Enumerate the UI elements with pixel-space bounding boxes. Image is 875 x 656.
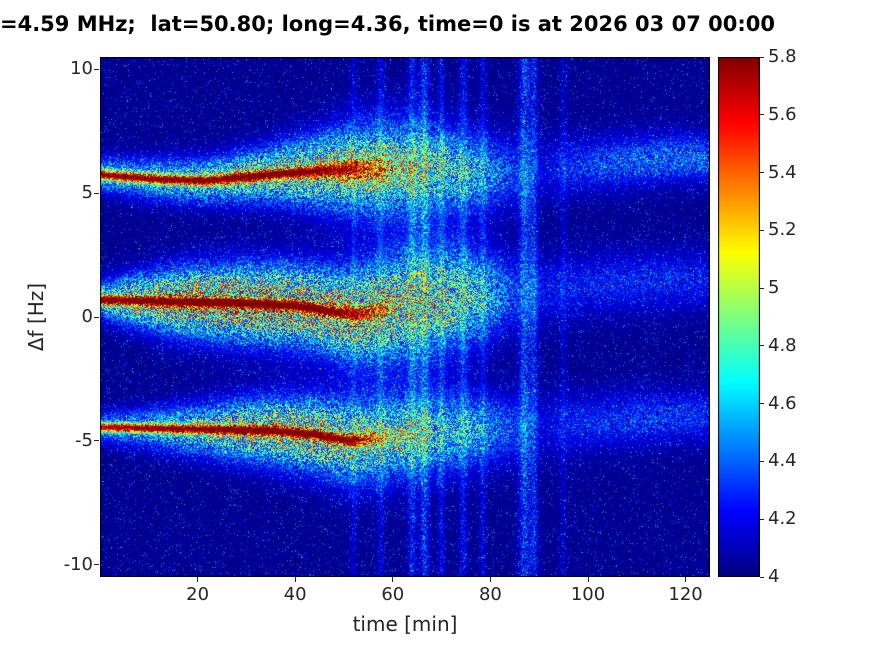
x-tick-mark — [489, 577, 491, 582]
colorbar-tick-mark — [760, 460, 764, 462]
heatmap-canvas — [100, 57, 710, 577]
x-tick-mark — [197, 577, 199, 582]
colorbar-tick-mark — [760, 114, 764, 116]
x-tick-label: 80 — [478, 584, 502, 605]
colorbar-tick-label: 4.8 — [768, 334, 797, 356]
colorbar-tick-label: 5.4 — [768, 161, 797, 183]
x-tick-label: 20 — [186, 584, 210, 605]
colorbar-tick-mark — [760, 518, 764, 520]
colorbar-tick-label: 4 — [768, 566, 780, 587]
colorbar-tick-label: 4.4 — [768, 450, 797, 472]
x-tick-mark — [587, 577, 589, 582]
y-tick-label: 0 — [81, 306, 93, 327]
colorbar-tick-mark — [760, 229, 764, 231]
colorbar-tick-mark — [760, 403, 764, 405]
colorbar-tick-mark — [760, 287, 764, 289]
x-tick-label: 60 — [381, 584, 405, 605]
colorbar-canvas — [718, 57, 760, 577]
y-tick-label: 10 — [70, 58, 93, 80]
y-tick-mark — [94, 564, 99, 566]
y-tick-label: -10 — [63, 553, 93, 575]
y-tick-mark — [94, 440, 99, 442]
x-axis-label: time [min] — [352, 612, 458, 636]
colorbar-tick-label: 5.8 — [768, 46, 797, 67]
colorbar-tick-mark — [760, 56, 764, 58]
y-tick-mark — [94, 68, 99, 70]
colorbar-tick-mark — [760, 172, 764, 174]
colorbar-tick-label: 4.6 — [768, 392, 797, 414]
colorbar-tick-label: 5 — [768, 277, 780, 299]
y-tick-label: 5 — [81, 182, 93, 204]
x-tick-mark — [392, 577, 394, 582]
colorbar-tick-label: 5.6 — [768, 103, 797, 125]
y-tick-mark — [94, 316, 99, 318]
x-tick-label: 100 — [570, 584, 606, 605]
y-tick-mark — [94, 192, 99, 194]
y-tick-label: -5 — [75, 429, 93, 451]
colorbar-tick-mark — [760, 576, 764, 578]
plot-title: =4.59 MHz; lat=50.80; long=4.36, time=0 … — [0, 12, 775, 36]
colorbar-tick-mark — [760, 345, 764, 347]
x-tick-mark — [685, 577, 687, 582]
colorbar-tick-label: 4.2 — [768, 508, 797, 530]
x-tick-mark — [294, 577, 296, 582]
x-tick-label: 120 — [668, 584, 703, 605]
x-tick-label: 40 — [283, 584, 307, 605]
colorbar-tick-label: 5.2 — [768, 219, 797, 241]
